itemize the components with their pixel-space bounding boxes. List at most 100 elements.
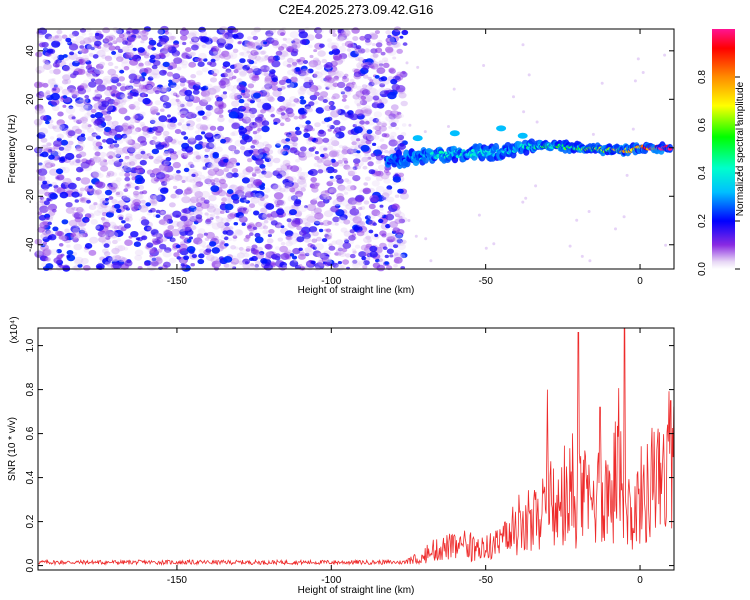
spectrogram-cell: [282, 37, 287, 41]
spectrogram-cell: [70, 225, 80, 233]
spectrogram-cell: [103, 113, 111, 119]
spectrogram-cell: [356, 150, 361, 154]
spectrogram-cell: [256, 57, 264, 63]
spectrogram-cell: [199, 124, 209, 131]
spectrogram-cell: [477, 213, 481, 217]
spectrogram-cell: [345, 253, 351, 258]
spectrogram-cell: [377, 164, 386, 171]
spectrogram-cell: [275, 246, 280, 251]
spectrogram-cell: [302, 124, 307, 129]
spectrogram-cell: [187, 79, 196, 86]
spectrogram-cell: [187, 32, 197, 40]
spectrogram-cell: [360, 95, 367, 100]
spectrogram-cell: [337, 261, 342, 265]
spectrogram-cell: [84, 243, 93, 249]
spectrogram-cell: [392, 181, 397, 186]
spectrogram-cell: [262, 229, 269, 235]
spectrogram-cell: [139, 65, 145, 70]
spectrogram-cell: [266, 213, 273, 218]
spectrogram-cell: [137, 185, 145, 190]
spectrogram-cell: [207, 61, 212, 66]
spectrogram-cell: [123, 66, 130, 71]
spectrogram-cell: [265, 30, 274, 37]
spectrogram-cell: [364, 252, 370, 256]
spectrogram-cell: [379, 204, 384, 208]
spectrogram-cell: [202, 115, 208, 120]
spectrogram-cell: [276, 208, 285, 215]
spectrogram-cell: [279, 245, 288, 253]
spectrogram-cell: [360, 206, 366, 210]
spectrogram-cell: [164, 213, 172, 219]
spectrogram-cell: [591, 132, 595, 136]
spectrogram-cell: [171, 220, 180, 228]
spectrogram-cell: [368, 229, 374, 234]
spectrogram-cell: [93, 202, 98, 206]
spectrogram-cell: [254, 236, 264, 244]
spectrogram-cell: [379, 207, 384, 211]
spectrogram-cell: [283, 188, 289, 193]
spectrogram-cell: [352, 166, 358, 171]
spectrogram-cell: [600, 81, 604, 85]
spectrogram-cell: [337, 109, 346, 116]
spectrogram-cell: [259, 185, 266, 190]
spectrogram-cell: [347, 43, 354, 48]
spectrogram-cell: [191, 254, 197, 259]
spectrogram-cell: [356, 220, 366, 228]
spectrogram-cell: [57, 111, 64, 117]
spectrogram-cell: [364, 120, 370, 125]
spectrogram-cell: [115, 177, 122, 182]
spectrogram-cell: [309, 183, 316, 189]
spectrogram-cell: [270, 28, 277, 34]
spectrogram-cell: [228, 118, 235, 124]
spectrogram-cell: [224, 222, 230, 227]
spectrogram-cell: [73, 119, 78, 123]
spectrogram-cell: [217, 116, 225, 123]
spectrogram-cell: [140, 78, 146, 82]
spectrogram-cell: [158, 115, 168, 123]
spectrogram-cell: [220, 210, 225, 214]
spectrogram-cell: [200, 31, 208, 37]
spectrogram-cell: [164, 44, 169, 48]
spectrogram-cell: [160, 211, 167, 216]
spectrogram-cell: [212, 51, 218, 55]
spectrogram-cell: [124, 239, 133, 246]
spectrogram-cell: [147, 44, 154, 50]
spectrogram-cell: [303, 239, 309, 243]
spectrogram-cell: [375, 159, 382, 165]
spectrogram-cell: [292, 142, 298, 147]
spectrogram-cell: [338, 162, 344, 167]
spectrogram-cell: [142, 130, 149, 136]
spectrogram-cell: [176, 150, 183, 156]
spectrogram-cell: [378, 125, 387, 132]
spectrogram-cell: [379, 83, 386, 88]
spectrogram-cell: [209, 241, 217, 247]
spectrogram-cell: [372, 142, 377, 146]
spectrogram-cell: [201, 131, 206, 135]
spectrogram-cell: [299, 217, 309, 225]
spectrogram-cell: [141, 204, 147, 209]
spectrogram-cell: [243, 103, 250, 108]
spectrogram-cell: [49, 136, 55, 140]
spectrogram-cell: [187, 125, 194, 131]
spectrogram-cell: [222, 61, 231, 68]
spectrogram-cell: [297, 88, 307, 95]
spectrogram-cell: [218, 80, 226, 86]
spectrogram-cell: [328, 101, 335, 106]
spectrogram-cell: [251, 171, 257, 176]
spectrogram-cell: [75, 177, 81, 181]
spectrogram-cell: [40, 137, 48, 143]
spectrogram-cell: [111, 199, 118, 204]
spectrogram-cell: [103, 42, 110, 48]
spectrogram-cell: [72, 237, 79, 243]
spectrogram-cell: [534, 184, 538, 188]
spectrogram-cell: [90, 78, 96, 82]
spectrogram-cell: [136, 58, 142, 63]
spectrogram-cell: [37, 175, 46, 182]
spectrogram-cell: [114, 203, 121, 209]
spectrogram-cell: [55, 168, 63, 174]
spectrogram-cell: [86, 199, 91, 204]
spectrogram-cell: [209, 77, 218, 83]
spectrogram-cell: [131, 176, 137, 181]
spectrogram-cell: [275, 143, 281, 148]
spectrogram-cell: [103, 251, 111, 257]
